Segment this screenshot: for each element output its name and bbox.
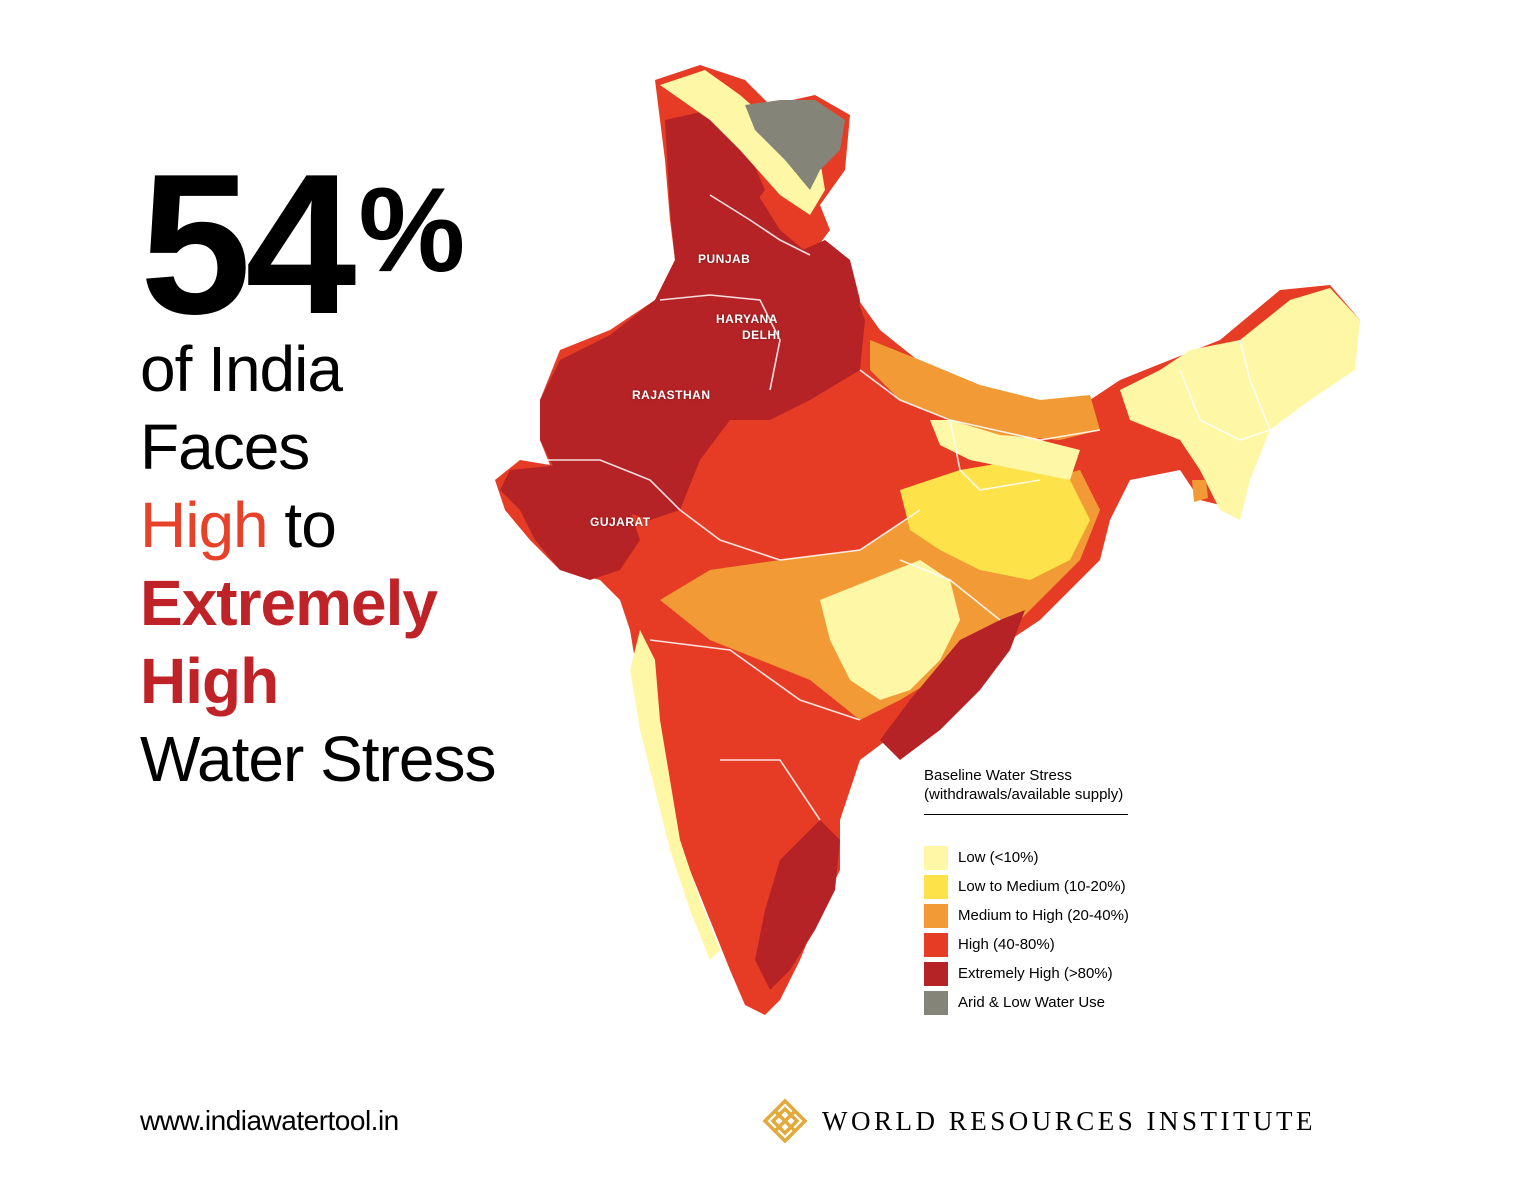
- map-region-gujarat: [500, 465, 640, 580]
- headline-percent-sign: %: [358, 163, 465, 297]
- headline-water-stress: Water Stress: [140, 723, 496, 795]
- boundary-line: [899, 559, 1001, 621]
- map-label-rajasthan: RAJASTHAN: [632, 388, 711, 402]
- map-label-gujarat: GUJARAT: [590, 515, 651, 529]
- boundary-line: [540, 459, 681, 511]
- map-legend: Baseline Water Stress (withdrawals/avail…: [924, 766, 1154, 1017]
- map-label-punjab: PUNJAB: [698, 252, 751, 266]
- legend-title: Baseline Water Stress: [924, 767, 1072, 784]
- legend-label-arid: Arid & Low Water Use: [958, 994, 1105, 1011]
- state-boundaries: [540, 194, 1301, 821]
- boundary-line: [1239, 339, 1271, 431]
- boundary-line: [649, 639, 861, 721]
- legend-item-low: Low (<10%): [924, 843, 1154, 872]
- map-region-central-low: [820, 560, 960, 700]
- legend-label-medium-high: Medium to High (20-40%): [958, 907, 1129, 924]
- map-label-delhi: DELHI: [742, 328, 781, 342]
- legend-item-medium-high: Medium to High (20-40%): [924, 901, 1154, 930]
- map-region-east-low: [930, 420, 1080, 480]
- map-region-rajasthan: [540, 110, 865, 520]
- map-region-ladakh: [660, 70, 825, 215]
- map-region-tripura: [1192, 480, 1208, 502]
- map-region-ganga-medium: [870, 340, 1100, 440]
- headline-high-2: High: [140, 645, 279, 717]
- headline-line-high-to: High to: [140, 486, 560, 564]
- footer-url-link[interactable]: www.indiawatertool.in: [140, 1105, 399, 1136]
- legend-label-extremely-high: Extremely High (>80%): [958, 965, 1113, 982]
- map-region-east-lowmed: [900, 460, 1090, 580]
- map-region-deccan: [650, 640, 800, 940]
- legend-label-low-medium: Low to Medium (10-20%): [958, 878, 1126, 895]
- headline-high: High: [140, 489, 269, 561]
- headline-line-faces: Faces: [140, 411, 310, 483]
- legend-swatch-arid: [924, 990, 948, 1015]
- headline-line-of-india: of India: [140, 333, 343, 405]
- india-water-stress-map: PUNJAB HARYANA DELHI RAJASTHAN GUJARAT: [480, 40, 1380, 1030]
- map-region-tamilnadu: [755, 820, 840, 990]
- headline-to: to: [284, 489, 336, 561]
- map-region-odisha-coast: [880, 610, 1025, 760]
- legend-item-high: High (40-80%): [924, 930, 1154, 959]
- boundary-line: [720, 759, 821, 821]
- headline-percentage: 54%: [140, 133, 560, 356]
- headline: 54% of India Faces High to Extremely Hig…: [140, 133, 560, 798]
- map-region-arid: [745, 100, 845, 190]
- wri-branding: WORLD RESOURCES INSTITUTE: [762, 1098, 1316, 1144]
- boundary-line: [679, 509, 921, 561]
- legend-swatch-low-medium: [924, 874, 948, 899]
- boundary-line: [709, 194, 811, 256]
- map-region-northeast: [1120, 288, 1360, 520]
- legend-label-low: Low (<10%): [958, 849, 1039, 866]
- legend-divider: [924, 814, 1128, 815]
- map-svg: [495, 65, 1360, 1015]
- wri-logo-icon: [762, 1098, 808, 1144]
- legend-label-high: High (40-80%): [958, 936, 1055, 953]
- legend-item-low-medium: Low to Medium (10-20%): [924, 872, 1154, 901]
- boundary-line: [659, 294, 781, 391]
- boundary-line: [949, 419, 1041, 491]
- headline-extremely: Extremely: [140, 567, 438, 639]
- map-region-kashmir: [670, 115, 765, 210]
- boundary-line: [1179, 369, 1301, 441]
- map-label-haryana: HARYANA: [716, 312, 778, 326]
- map-region-west-coast: [630, 630, 720, 960]
- legend-item-arid: Arid & Low Water Use: [924, 988, 1154, 1017]
- legend-item-extremely-high: Extremely High (>80%): [924, 959, 1154, 988]
- legend-swatch-medium-high: [924, 903, 948, 928]
- headline-number: 54: [140, 133, 356, 356]
- legend-swatch-extremely-high: [924, 961, 948, 986]
- wri-org-name: WORLD RESOURCES INSTITUTE: [822, 1105, 1316, 1136]
- legend-swatch-high: [924, 932, 948, 957]
- legend-swatch-low: [924, 845, 948, 870]
- legend-subtitle: (withdrawals/available supply): [924, 786, 1124, 803]
- map-region-up: [780, 240, 860, 380]
